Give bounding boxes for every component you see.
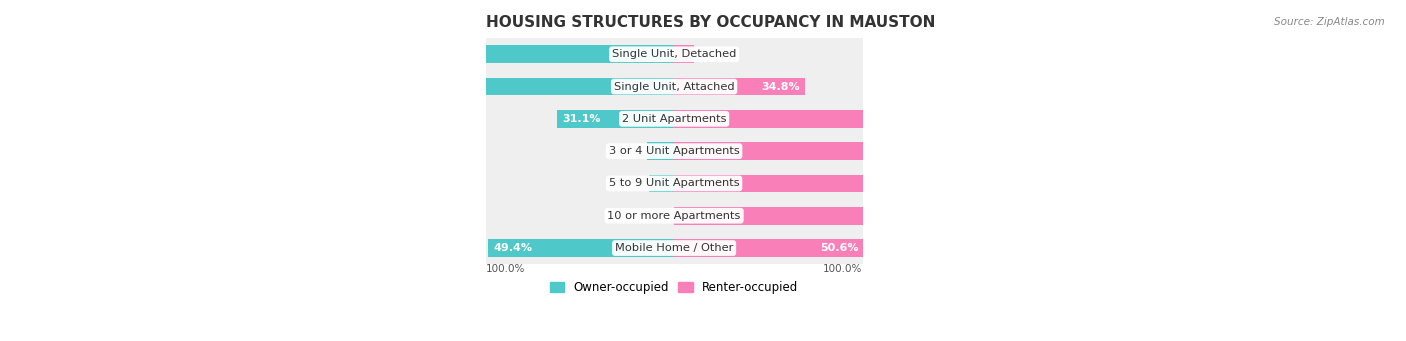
Text: 65.2%: 65.2%: [434, 81, 472, 91]
Bar: [485, 167, 862, 199]
Text: 100.0%: 100.0%: [1000, 211, 1045, 221]
Bar: [673, 110, 934, 128]
Text: Mobile Home / Other: Mobile Home / Other: [614, 243, 734, 253]
Bar: [485, 70, 862, 103]
Bar: [488, 239, 673, 257]
Bar: [673, 142, 1024, 160]
Text: 68.9%: 68.9%: [889, 114, 928, 124]
Text: 93.3%: 93.3%: [981, 178, 1019, 189]
Bar: [485, 38, 862, 70]
Bar: [318, 45, 673, 63]
Text: Source: ZipAtlas.com: Source: ZipAtlas.com: [1274, 17, 1385, 27]
Text: 0.0%: 0.0%: [643, 211, 671, 221]
Bar: [485, 199, 862, 232]
Text: 92.7%: 92.7%: [979, 146, 1018, 156]
Text: 50.6%: 50.6%: [821, 243, 859, 253]
Bar: [485, 232, 862, 264]
Text: 5 to 9 Unit Apartments: 5 to 9 Unit Apartments: [609, 178, 740, 189]
Legend: Owner-occupied, Renter-occupied: Owner-occupied, Renter-occupied: [546, 277, 803, 299]
Text: 34.8%: 34.8%: [761, 81, 800, 91]
Text: 10 or more Apartments: 10 or more Apartments: [607, 211, 741, 221]
Bar: [673, 175, 1025, 192]
Text: 2 Unit Apartments: 2 Unit Apartments: [621, 114, 727, 124]
Bar: [650, 175, 673, 192]
Text: 31.1%: 31.1%: [562, 114, 602, 124]
Text: 100.0%: 100.0%: [823, 264, 862, 274]
Text: 5.3%: 5.3%: [697, 49, 725, 59]
Text: 6.7%: 6.7%: [617, 178, 645, 189]
Bar: [485, 135, 862, 167]
Bar: [673, 207, 1050, 225]
Text: Single Unit, Detached: Single Unit, Detached: [612, 49, 737, 59]
Text: HOUSING STRUCTURES BY OCCUPANCY IN MAUSTON: HOUSING STRUCTURES BY OCCUPANCY IN MAUST…: [485, 15, 935, 30]
Bar: [557, 110, 673, 128]
Text: Single Unit, Attached: Single Unit, Attached: [614, 81, 734, 91]
Text: 7.3%: 7.3%: [616, 146, 644, 156]
Bar: [673, 78, 806, 95]
Bar: [429, 78, 673, 95]
Bar: [673, 239, 865, 257]
Text: 3 or 4 Unit Apartments: 3 or 4 Unit Apartments: [609, 146, 740, 156]
Bar: [673, 45, 695, 63]
Bar: [647, 142, 673, 160]
Bar: [485, 103, 862, 135]
Text: 100.0%: 100.0%: [485, 264, 524, 274]
Text: 94.7%: 94.7%: [323, 49, 361, 59]
Text: 49.4%: 49.4%: [494, 243, 533, 253]
